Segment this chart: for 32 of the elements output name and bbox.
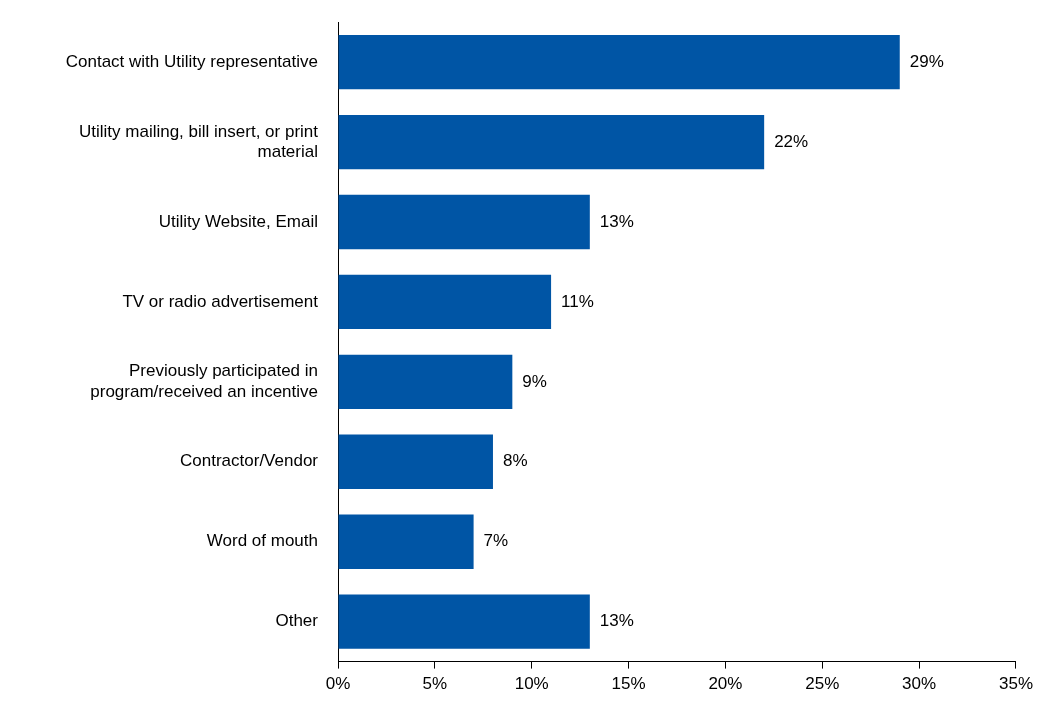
y-tick-label: Word of mouth bbox=[206, 531, 318, 551]
bar bbox=[338, 34, 900, 90]
x-tick-label: 15% bbox=[611, 674, 646, 694]
y-tick-label: Contact with Utility representative bbox=[65, 51, 318, 71]
x-tick-label: 35% bbox=[998, 674, 1033, 694]
x-tick-label: 0% bbox=[325, 674, 351, 694]
bar bbox=[338, 354, 513, 410]
x-tick-label: 5% bbox=[422, 674, 448, 694]
data-label: 9% bbox=[522, 371, 547, 391]
data-label: 11% bbox=[561, 291, 594, 311]
data-label: 22% bbox=[774, 131, 809, 151]
y-tick-label: Previously participated in program/received an incentive bbox=[90, 361, 318, 401]
bar bbox=[338, 194, 590, 250]
bar bbox=[338, 434, 493, 489]
data-label: 13% bbox=[599, 211, 634, 231]
y-tick-label: Utility Website, Email bbox=[158, 211, 318, 231]
y-tick-label: Contractor/Vendor bbox=[180, 451, 319, 471]
data-label: 13% bbox=[599, 611, 634, 631]
bar bbox=[338, 594, 590, 649]
y-tick-label: TV or radio advertisement bbox=[122, 291, 319, 311]
bar bbox=[338, 514, 474, 569]
bar bbox=[338, 274, 552, 330]
data-label: 29% bbox=[909, 51, 944, 71]
data-label: 7% bbox=[483, 531, 509, 551]
data-label: 8% bbox=[502, 451, 528, 471]
y-tick-label: Utility mailing, bill insert, or print material bbox=[78, 121, 319, 161]
y-tick-label: Other bbox=[275, 611, 319, 631]
x-tick-label: 10% bbox=[514, 674, 549, 694]
x-tick-label: 30% bbox=[902, 674, 937, 694]
x-tick-label: 25% bbox=[805, 674, 840, 694]
bar bbox=[338, 114, 765, 170]
x-tick-label: 20% bbox=[708, 674, 743, 694]
